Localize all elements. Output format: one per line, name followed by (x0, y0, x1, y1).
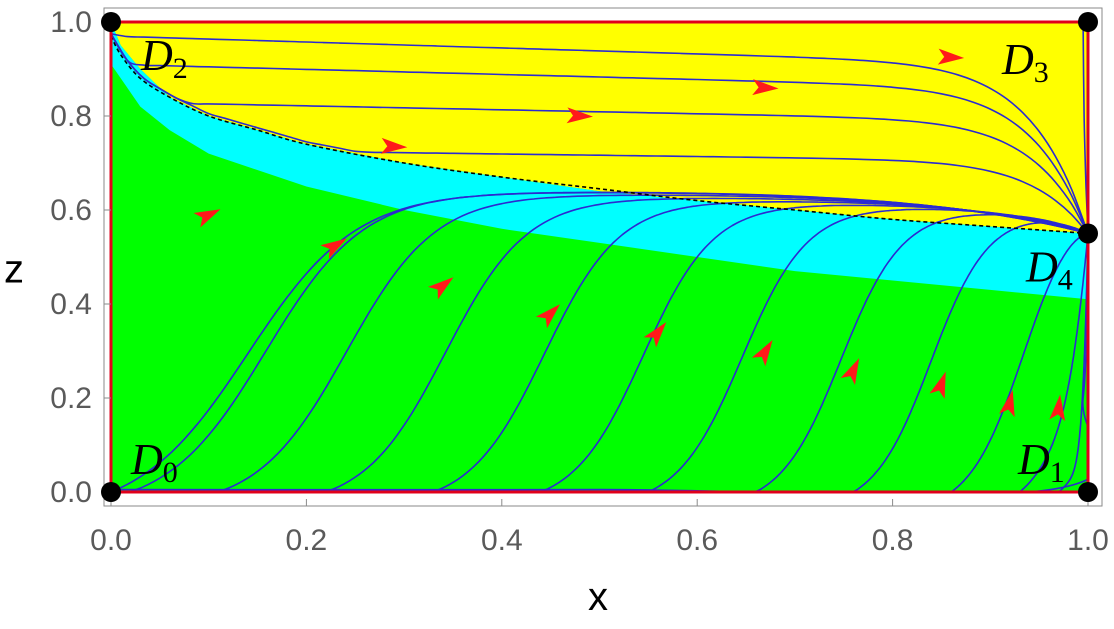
y-tick-label: 0.0 (50, 476, 92, 509)
critical-point-D3 (1078, 12, 1098, 32)
trajectory-arrow (193, 209, 221, 228)
arrow-head (999, 390, 1015, 418)
critical-point-D2 (101, 12, 121, 32)
arrow-head (428, 277, 454, 300)
trajectory-arrow (999, 390, 1015, 418)
y-tick-label: 0.4 (50, 288, 92, 321)
trajectory-lower (111, 233, 1088, 492)
x-tick-label: 0.2 (286, 524, 328, 557)
yellow-region (111, 22, 1088, 234)
arrow-head (1049, 394, 1066, 422)
trajectory-upper (111, 33, 1088, 234)
trajectory-arrow (643, 322, 667, 348)
arrow-head (929, 371, 946, 399)
trajectory-lower (853, 221, 1088, 492)
trajectory-arrow (566, 107, 593, 124)
trajectory-arrow (840, 358, 860, 385)
critical-point-D4 (1078, 223, 1098, 244)
x-tick-label: 0.0 (90, 524, 132, 557)
arrow-head (535, 304, 560, 329)
x-tick-label: 0.8 (872, 524, 914, 557)
critical-point-subscript: 1 (1050, 456, 1065, 489)
y-tick-label: 1.0 (50, 6, 92, 39)
cyan-region (111, 22, 1088, 300)
trajectory-upper (111, 33, 1088, 235)
trajectory-arrow (1049, 394, 1066, 422)
arrow-head (380, 137, 408, 154)
trajectory-arrow (751, 340, 773, 367)
trajectory-arrow (380, 137, 408, 154)
separatrix-layer (111, 35, 1088, 235)
critical-point-subscript: 4 (1058, 264, 1073, 297)
arrow-head (320, 238, 347, 259)
trajectory-arrow (428, 277, 454, 300)
x-tick-label: 0.6 (676, 524, 718, 557)
y-tick-label: 0.2 (50, 382, 92, 415)
critical-point-subscript: 3 (1034, 56, 1049, 89)
x-tick-label: 1.0 (1067, 524, 1109, 557)
trajectory-arrow (929, 371, 946, 399)
y-axis-title: z (4, 248, 24, 292)
plot-boundary (109, 20, 1090, 494)
trajectory-arrow (535, 304, 560, 329)
trajectory-upper (111, 33, 1088, 234)
trajectory-lower (1019, 233, 1088, 492)
arrow-head (752, 79, 779, 96)
trajectory-arrow (937, 48, 965, 65)
trajectory-arrow (320, 238, 347, 259)
arrow-head (643, 322, 667, 348)
y-tick-label: 0.6 (50, 194, 92, 227)
critical-point-subscript: 0 (163, 456, 178, 489)
y-tick-label: 0.8 (50, 100, 92, 133)
arrow-head (193, 209, 221, 228)
trajectory-lower (755, 213, 1088, 492)
critical-point-subscript: 2 (173, 52, 188, 85)
separatrix (111, 35, 1088, 235)
trajectory-upper (111, 33, 1088, 234)
arrows (193, 48, 1066, 422)
trajectory-lower (950, 232, 1088, 492)
arrow-head (937, 48, 965, 65)
arrow-head (566, 107, 593, 124)
axes-frame (103, 7, 1103, 507)
arrow-head (751, 340, 773, 367)
critical-point-D0 (101, 482, 121, 502)
arrow-head (840, 358, 860, 385)
axes: 0.0 0.2 0.4 0.6 0.8 1.0 0.0 0.2 0.4 0.6 0.8 1.0 (50, 6, 1109, 557)
x-axis-title: x (588, 575, 608, 619)
critical-point-label-D3: D3 (1001, 35, 1049, 89)
x-tick-label: 0.4 (481, 524, 523, 557)
trajectories (111, 22, 1088, 492)
trajectory-arrow (752, 79, 779, 96)
critical-point-D1 (1078, 482, 1098, 502)
regions (111, 22, 1088, 492)
